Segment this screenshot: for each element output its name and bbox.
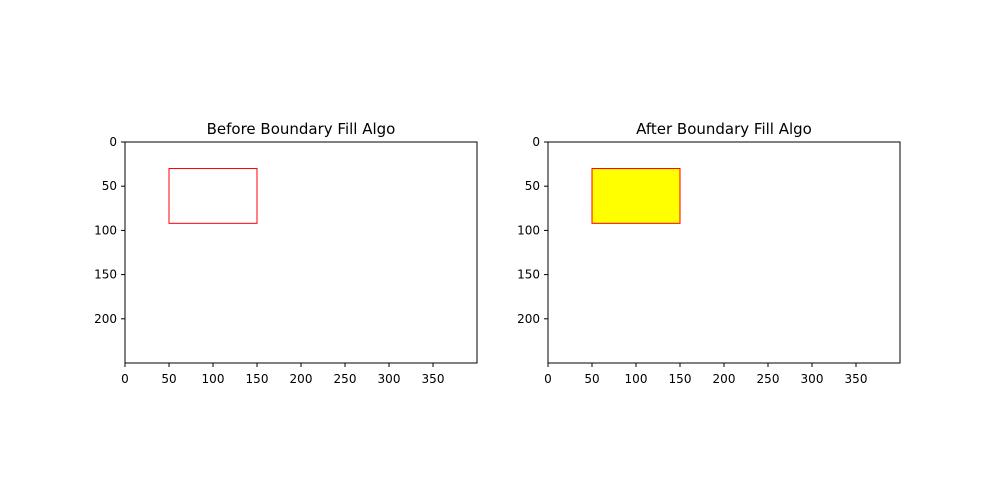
after-x-tick-label: 0 xyxy=(544,372,552,386)
before-x-tick-label: 200 xyxy=(290,372,313,386)
before-panel: Before Boundary Fill Algo 0 50 100 150 200 25… xyxy=(94,120,478,386)
before-x-tick-label: 250 xyxy=(334,372,357,386)
before-image-area xyxy=(125,142,477,363)
after-panel-title: After Boundary Fill Algo xyxy=(636,120,812,138)
before-y-tick-label: 100 xyxy=(94,223,117,237)
after-x-tick-label: 50 xyxy=(584,372,599,386)
before-x-tick-label: 150 xyxy=(246,372,269,386)
after-y-tick-label: 100 xyxy=(517,223,540,237)
before-x-tick-label: 100 xyxy=(202,372,225,386)
after-y-tick-label: 0 xyxy=(532,135,540,149)
before-boundary-rect xyxy=(168,168,258,224)
before-panel-title: Before Boundary Fill Algo xyxy=(207,120,396,138)
after-y-tick-label: 150 xyxy=(517,268,540,282)
after-boundary-rect xyxy=(591,168,681,224)
after-y-tick-label: 50 xyxy=(525,179,540,193)
after-x-tick-label: 150 xyxy=(669,372,692,386)
before-y-tick-label: 0 xyxy=(109,135,117,149)
after-x-tick-label: 300 xyxy=(801,372,824,386)
after-y-tick-label: 200 xyxy=(517,312,540,326)
before-x-tick-label: 50 xyxy=(161,372,176,386)
after-x-tick-label: 350 xyxy=(845,372,868,386)
before-x-tick-label: 350 xyxy=(422,372,445,386)
before-x-tick-label: 0 xyxy=(121,372,129,386)
before-y-tick-label: 200 xyxy=(94,312,117,326)
after-x-tick-label: 100 xyxy=(625,372,648,386)
after-x-tick-label: 250 xyxy=(757,372,780,386)
before-y-tick-label: 150 xyxy=(94,268,117,282)
before-x-tick-label: 300 xyxy=(378,372,401,386)
before-y-tick-label: 50 xyxy=(102,179,117,193)
after-x-tick-label: 200 xyxy=(713,372,736,386)
after-panel: After Boundary Fill Algo 0 50 100 150 200 250… xyxy=(517,120,901,386)
